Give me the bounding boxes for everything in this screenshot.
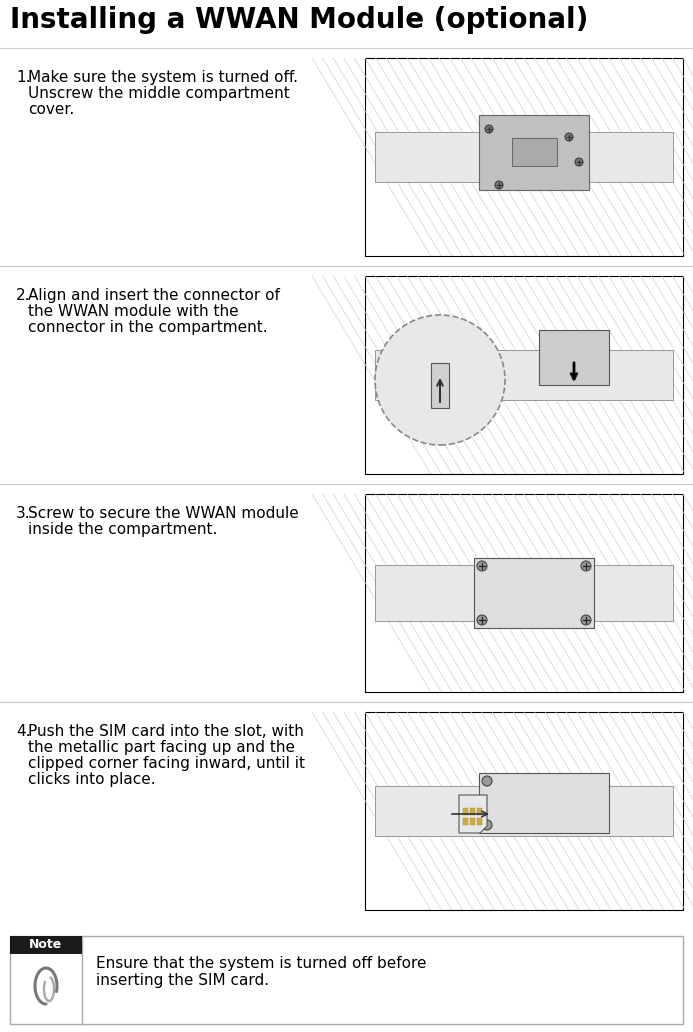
Text: inside the compartment.: inside the compartment. <box>28 522 218 537</box>
Text: 1.: 1. <box>16 70 30 85</box>
Circle shape <box>485 125 493 133</box>
Text: Push the SIM card into the slot, with: Push the SIM card into the slot, with <box>28 724 304 739</box>
Bar <box>474 558 594 628</box>
Text: clipped corner facing inward, until it: clipped corner facing inward, until it <box>28 756 305 771</box>
Circle shape <box>575 158 583 166</box>
Circle shape <box>477 561 487 571</box>
Bar <box>365 494 683 692</box>
Circle shape <box>581 561 591 571</box>
Text: the metallic part facing up and the: the metallic part facing up and the <box>28 740 295 755</box>
Bar <box>539 330 609 385</box>
Bar <box>463 808 468 815</box>
Circle shape <box>482 776 492 786</box>
Bar <box>365 58 683 256</box>
Text: inserting the SIM card.: inserting the SIM card. <box>96 973 269 988</box>
Circle shape <box>375 315 505 445</box>
Text: Note: Note <box>29 938 62 952</box>
Text: Align and insert the connector of: Align and insert the connector of <box>28 288 280 303</box>
Text: 3.: 3. <box>16 506 30 521</box>
Bar <box>479 115 589 190</box>
Bar <box>477 818 482 825</box>
Text: Installing a WWAN Module (optional): Installing a WWAN Module (optional) <box>10 6 588 34</box>
Bar <box>375 786 673 836</box>
Text: connector in the compartment.: connector in the compartment. <box>28 320 267 335</box>
Text: 2.: 2. <box>16 288 30 303</box>
Bar <box>463 818 468 825</box>
Bar <box>470 818 475 825</box>
Circle shape <box>477 615 487 625</box>
Text: Make sure the system is turned off.: Make sure the system is turned off. <box>28 70 298 85</box>
Text: Unscrew the middle compartment: Unscrew the middle compartment <box>28 86 290 101</box>
Bar <box>477 808 482 815</box>
Text: Ensure that the system is turned off before: Ensure that the system is turned off bef… <box>96 956 426 971</box>
Bar <box>10 936 683 1024</box>
Polygon shape <box>459 795 487 833</box>
Circle shape <box>495 181 503 189</box>
Bar <box>375 350 673 400</box>
Bar <box>511 138 556 166</box>
Circle shape <box>565 133 573 141</box>
Bar <box>365 712 683 910</box>
Bar <box>479 773 609 833</box>
Text: Screw to secure the WWAN module: Screw to secure the WWAN module <box>28 506 299 521</box>
Text: cover.: cover. <box>28 102 74 117</box>
Circle shape <box>482 820 492 830</box>
Bar <box>10 936 82 954</box>
Bar <box>375 132 673 182</box>
Text: 4.: 4. <box>16 724 30 739</box>
Bar <box>365 276 683 474</box>
Text: the WWAN module with the: the WWAN module with the <box>28 304 238 319</box>
Circle shape <box>581 615 591 625</box>
Bar <box>375 565 673 621</box>
Bar <box>431 362 449 408</box>
Text: clicks into place.: clicks into place. <box>28 772 156 787</box>
Bar <box>470 808 475 815</box>
